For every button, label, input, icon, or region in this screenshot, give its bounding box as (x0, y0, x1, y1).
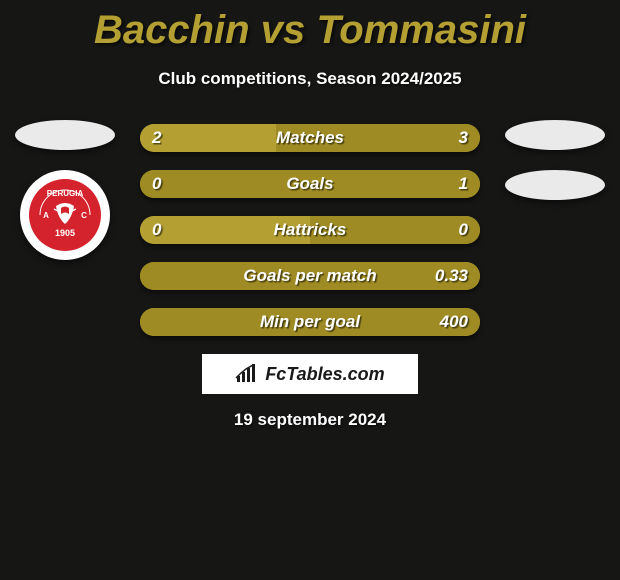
left-team-column: PERUGIA 1905 A C (10, 120, 120, 260)
svg-text:C: C (81, 211, 87, 220)
brand-box[interactable]: FcTables.com (202, 354, 418, 394)
stat-bar-right-seg (310, 216, 480, 244)
crest-year-text: 1905 (55, 228, 75, 238)
stat-bar-row: 0Goals1 (140, 170, 480, 198)
stat-bars: 2Matches3 0Goals1 0Hattricks0 Goals per mat… (140, 124, 480, 354)
stat-bar-row: 0Hattricks0 (140, 216, 480, 244)
comparison-card: Bacchin vs Tommasini Club competitions, … (0, 0, 620, 580)
page-title: Bacchin vs Tommasini (0, 0, 620, 53)
stat-bar-right-seg (140, 262, 480, 290)
right-team-column (500, 120, 610, 220)
stat-bar-left-seg (140, 124, 276, 152)
stat-bar-right-seg (276, 124, 480, 152)
crest-top-text: PERUGIA (47, 189, 84, 198)
right-team-placeholder-1 (505, 120, 605, 150)
stat-bar-row: 2Matches3 (140, 124, 480, 152)
stat-bar-row: Goals per match0.33 (140, 262, 480, 290)
bar-chart-icon (235, 364, 259, 384)
page-subtitle: Club competitions, Season 2024/2025 (0, 69, 620, 89)
left-team-placeholder (15, 120, 115, 150)
right-team-placeholder-2 (505, 170, 605, 200)
left-team-crest: PERUGIA 1905 A C (20, 170, 110, 260)
date-label: 19 september 2024 (0, 410, 620, 430)
stat-bar-left-seg (140, 216, 310, 244)
svg-text:A: A (43, 211, 49, 220)
brand-text: FcTables.com (265, 364, 384, 385)
perugia-crest-icon: PERUGIA 1905 A C (28, 178, 102, 252)
stat-bar-row: Min per goal400 (140, 308, 480, 336)
stat-bar-right-seg (140, 170, 480, 198)
stat-bar-right-seg (140, 308, 480, 336)
